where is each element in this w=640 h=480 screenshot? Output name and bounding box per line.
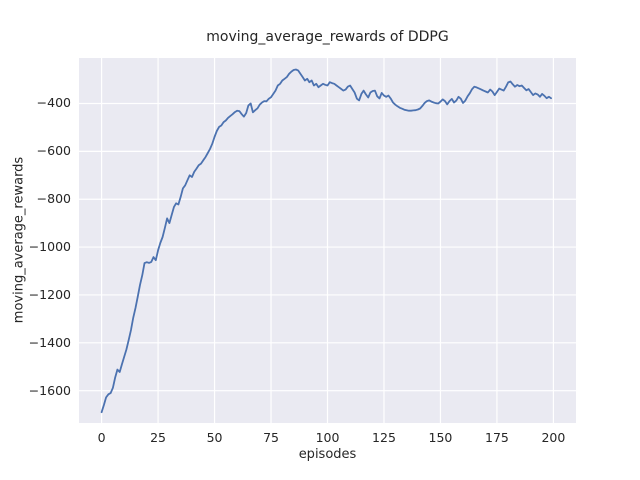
y-tick-label: −400: [36, 95, 71, 111]
x-tick-label: 50: [206, 430, 223, 445]
x-axis-label: episodes: [298, 447, 357, 462]
x-tick-label: 25: [150, 430, 167, 445]
y-axis-label: moving_average_rewards: [11, 156, 27, 324]
x-tick-label: 0: [97, 430, 106, 445]
x-tick-label: 125: [372, 430, 396, 445]
y-tick-label: −1000: [28, 239, 71, 255]
y-tick-label: −1600: [28, 382, 71, 398]
y-tick-label: −600: [36, 143, 71, 159]
line-chart: [79, 58, 576, 423]
x-tick-label: 150: [428, 430, 453, 445]
y-tick-label: −800: [36, 191, 71, 207]
x-tick-label: 100: [315, 430, 340, 445]
x-tick-label: 200: [541, 430, 566, 445]
y-tick-label: −1200: [28, 286, 71, 302]
plot-area: [79, 58, 576, 423]
x-tick-label: 75: [263, 430, 279, 445]
series-line-moving_average_rewards: [100, 68, 553, 414]
x-tick-label: 175: [484, 430, 509, 445]
y-tick-label: −1400: [28, 334, 71, 350]
chart-title: moving_average_rewards of DDPG: [206, 29, 449, 45]
